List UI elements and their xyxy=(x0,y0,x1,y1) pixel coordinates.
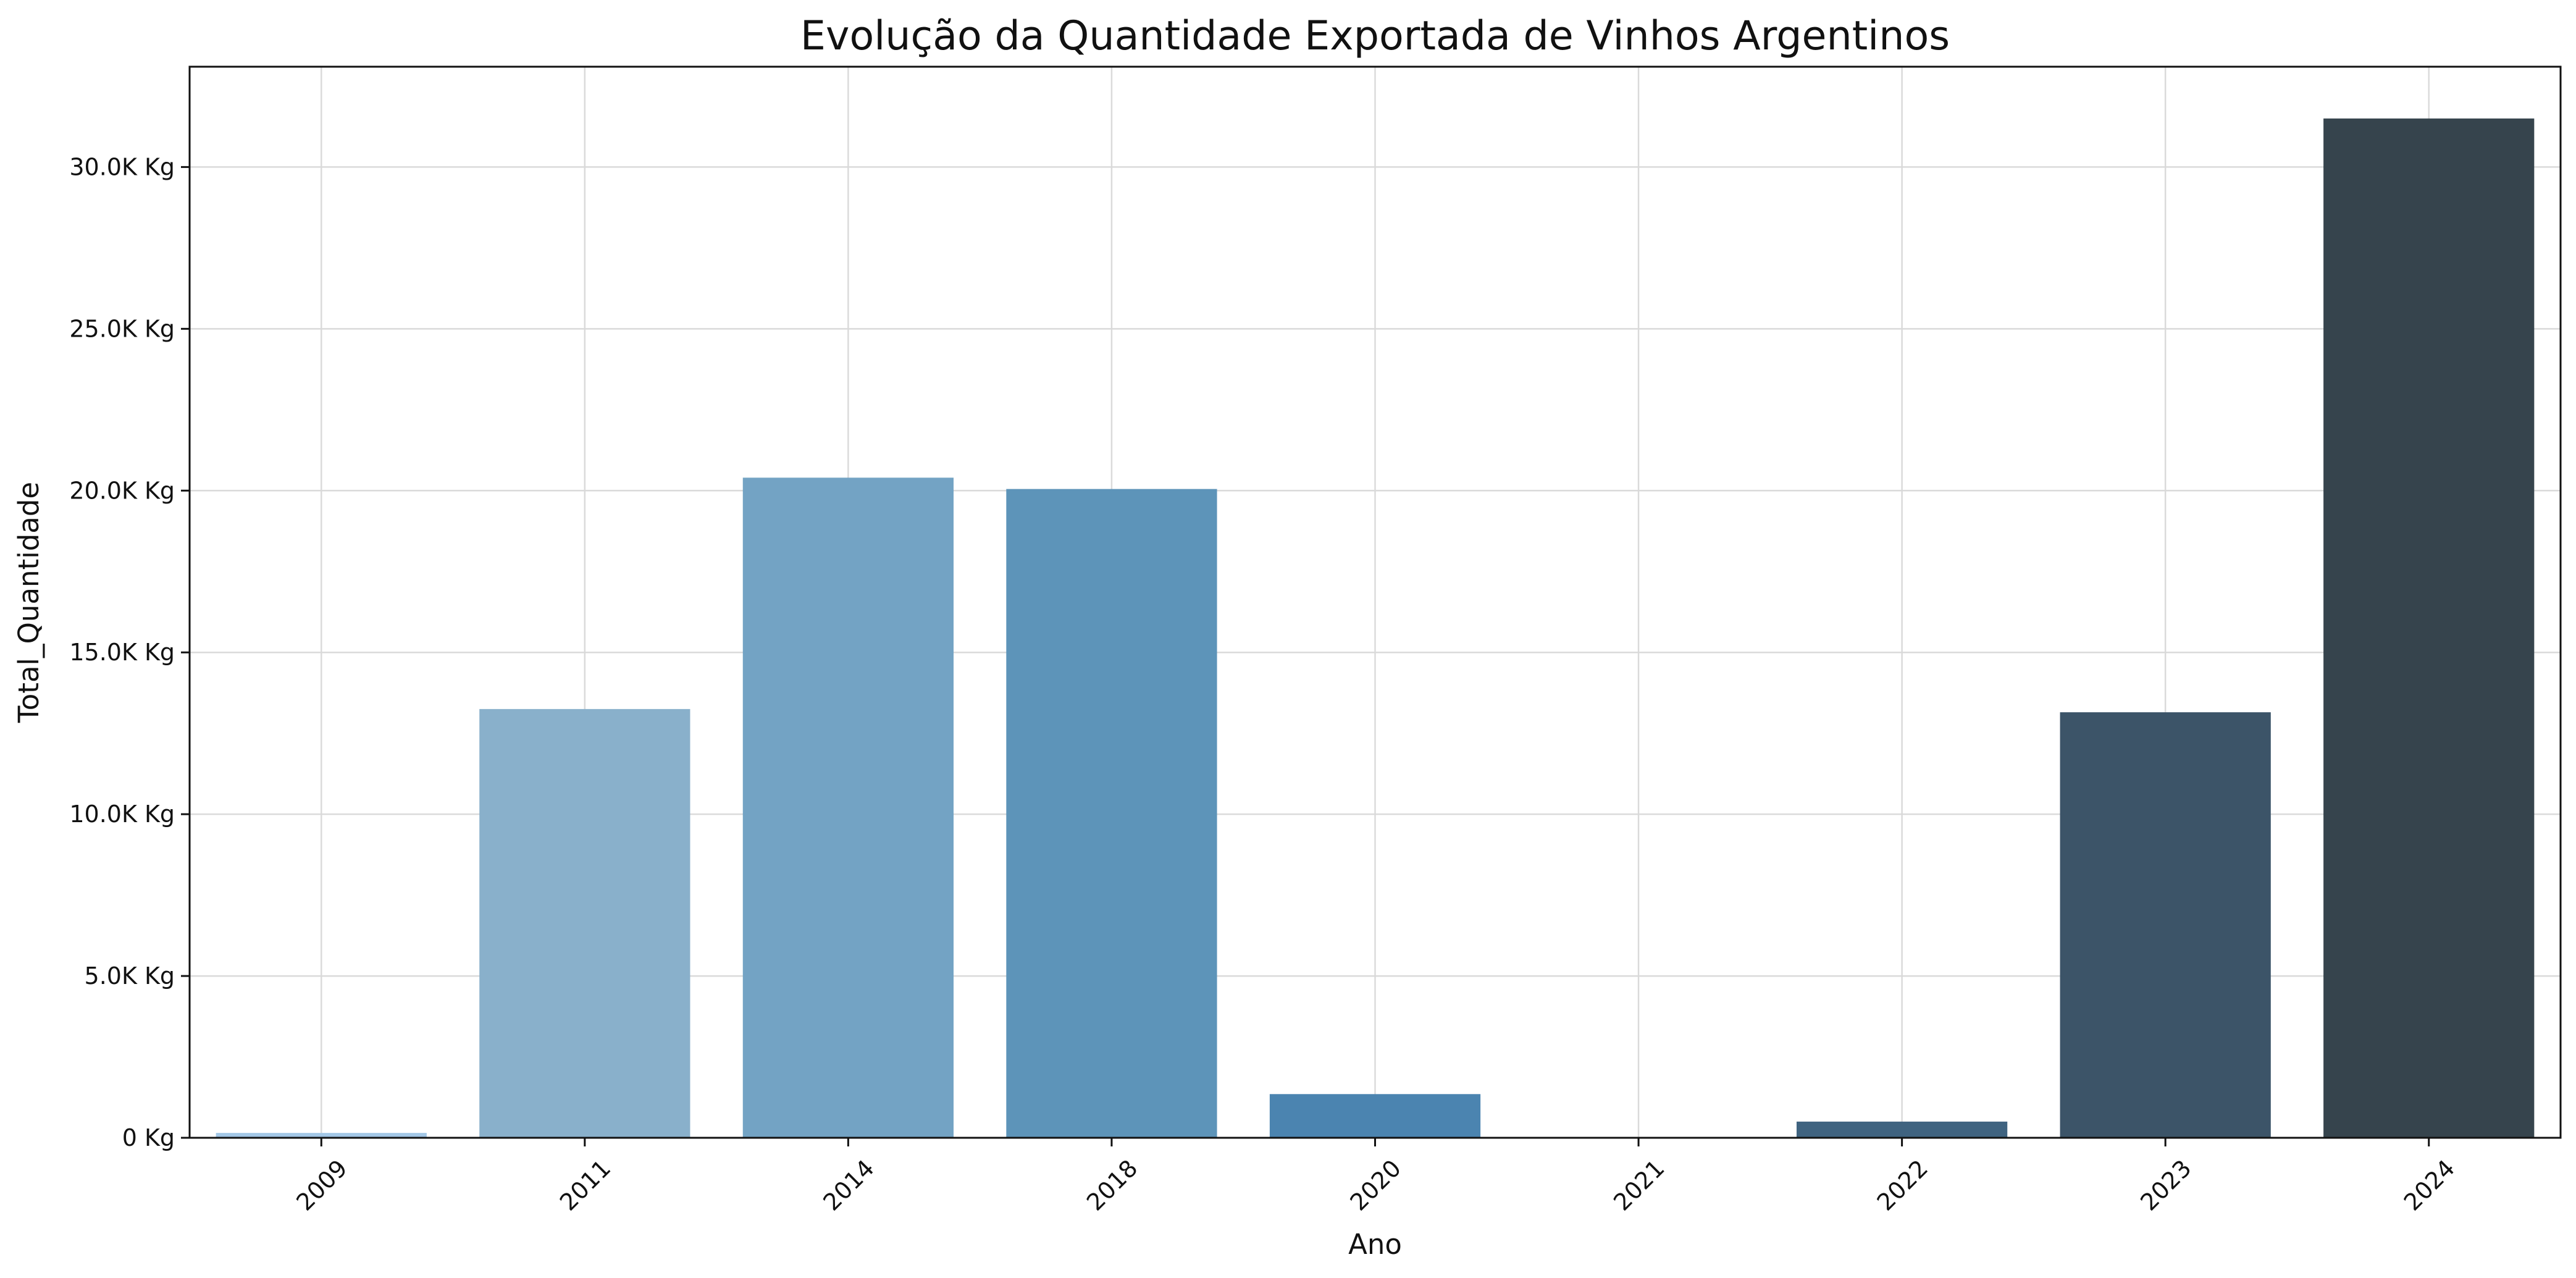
bar xyxy=(2323,118,2535,1138)
y-tick-label: 15.0K Kg xyxy=(69,639,175,666)
bar xyxy=(1796,1121,2008,1138)
plot-frame xyxy=(188,65,2562,1139)
chart-title: Evolução da Quantidade Exportada de Vinh… xyxy=(800,13,1950,59)
x-tick-label: 2009 xyxy=(291,1154,353,1216)
x-tick-label: 2018 xyxy=(1081,1154,1143,1216)
y-tick-label: 30.0K Kg xyxy=(69,153,175,180)
y-tick-label: 5.0K Kg xyxy=(85,962,175,990)
x-tick-label: 2023 xyxy=(2135,1154,2197,1216)
bar xyxy=(1006,489,1217,1138)
x-tick-label: 2022 xyxy=(1872,1154,1934,1216)
y-tick-label: 20.0K Kg xyxy=(69,477,175,504)
bar xyxy=(1269,1094,1481,1138)
bar xyxy=(216,1133,427,1138)
x-tick-label: 2020 xyxy=(1345,1154,1407,1216)
bar xyxy=(479,708,690,1138)
x-tick-label: 2014 xyxy=(818,1154,879,1216)
bars-layer xyxy=(216,118,2535,1138)
y-axis-label: Total_Quantidade xyxy=(12,482,45,723)
x-tick-label: 2011 xyxy=(555,1154,616,1216)
x-tick-label: 2024 xyxy=(2399,1154,2461,1216)
y-tick-label: 25.0K Kg xyxy=(69,315,175,342)
y-tick-label: 0 Kg xyxy=(122,1124,175,1151)
bar xyxy=(742,477,954,1138)
x-axis-label: Ano xyxy=(1348,1228,1402,1261)
bar xyxy=(2060,712,2271,1138)
x-tick-label: 2021 xyxy=(1608,1154,1670,1216)
y-tick-label: 10.0K Kg xyxy=(69,801,175,828)
